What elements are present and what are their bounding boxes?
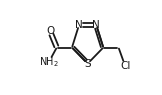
Text: O: O: [46, 26, 54, 36]
Text: NH$_2$: NH$_2$: [39, 55, 59, 69]
Text: Cl: Cl: [120, 61, 130, 71]
Text: N: N: [75, 20, 83, 30]
Text: N: N: [92, 20, 100, 30]
Text: S: S: [84, 59, 91, 69]
